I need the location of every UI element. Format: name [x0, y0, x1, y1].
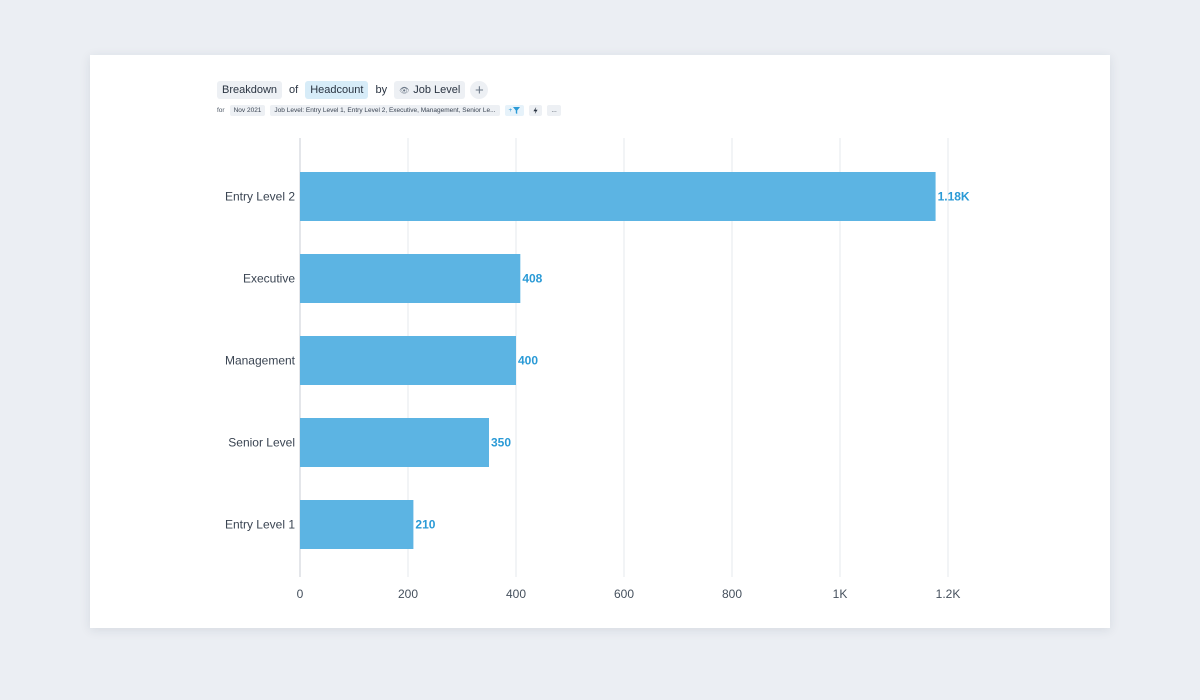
add-filter-label: + — [508, 107, 513, 114]
value-label: 350 — [491, 436, 511, 450]
more-label: ... — [551, 107, 557, 114]
value-label: 210 — [415, 518, 435, 532]
dimension-token[interactable]: 👁 Job Level — [394, 81, 466, 99]
bar — [300, 336, 516, 385]
add-dimension-button[interactable]: + — [470, 81, 489, 99]
category-label: Senior Level — [228, 436, 295, 450]
category-label: Entry Level 2 — [225, 190, 295, 204]
funnel-icon — [513, 107, 521, 114]
x-tick-label: 800 — [722, 587, 742, 601]
value-label: 1.18K — [938, 190, 970, 204]
bar — [300, 500, 414, 549]
eye-icon: 👁 — [399, 85, 410, 95]
filter-bar: for Nov 2021 Job Level: Entry Level 1, E… — [217, 105, 561, 116]
x-tick-label: 0 — [297, 587, 304, 601]
x-tick-label: 1.2K — [936, 587, 961, 601]
metric-token[interactable]: Headcount — [305, 81, 369, 99]
for-word: for — [217, 107, 225, 114]
x-tick-label: 400 — [506, 587, 526, 601]
lightning-icon — [533, 107, 538, 114]
dimension-label: Job Level — [413, 84, 461, 96]
value-label: 408 — [522, 272, 542, 286]
chart-card: Breakdown of Headcount by 👁 Job Level + … — [90, 55, 1110, 628]
x-tick-label: 200 — [398, 587, 418, 601]
category-label: Entry Level 1 — [225, 518, 295, 532]
job-level-filter-chip[interactable]: Job Level: Entry Level 1, Entry Level 2,… — [270, 105, 500, 116]
bar — [300, 172, 936, 221]
bar — [300, 418, 489, 467]
period-filter-chip[interactable]: Nov 2021 — [229, 105, 266, 116]
bars — [300, 172, 936, 549]
category-label: Management — [225, 354, 296, 368]
query-builder: Breakdown of Headcount by 👁 Job Level + — [217, 81, 489, 99]
plus-icon: + — [474, 81, 484, 99]
add-filter-button[interactable]: + — [504, 105, 525, 116]
labels: 0 200 400 600 800 1K 1.2K Entry Level 2 1.18K Exe… — [225, 190, 970, 602]
x-tick-label: 1K — [833, 587, 848, 601]
bar — [300, 254, 521, 303]
x-tick-label: 600 — [614, 587, 634, 601]
lightning-button[interactable] — [529, 105, 543, 116]
bar-chart: 0 200 400 600 800 1K 1.2K Entry Level 2 1.18K Exe… — [225, 138, 970, 602]
of-word: of — [289, 84, 299, 96]
breakdown-token[interactable]: Breakdown — [217, 81, 283, 99]
more-options-button[interactable]: ... — [547, 105, 561, 116]
category-label: Executive — [243, 272, 295, 286]
by-word: by — [375, 84, 388, 96]
value-label: 400 — [518, 354, 538, 368]
